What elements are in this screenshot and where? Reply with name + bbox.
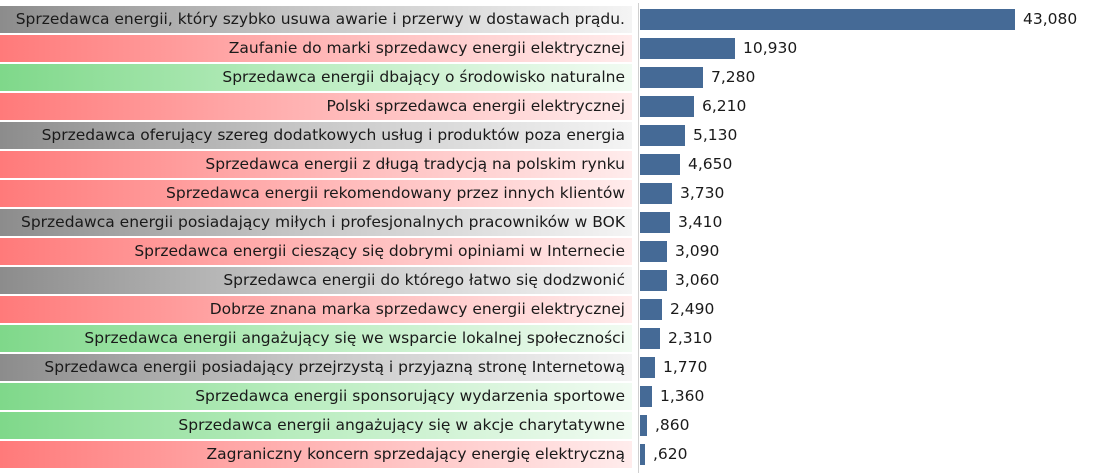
bar-row: Sprzedawca energii cieszący się dobrymi … <box>0 237 1096 266</box>
category-label: Sprzedawca energii sponsorujący wydarzen… <box>0 383 632 410</box>
value-label: 3,410 <box>678 213 723 231</box>
value-label: 2,310 <box>668 329 713 347</box>
category-label: Sprzedawca energii do którego łatwo się … <box>0 267 632 294</box>
bar <box>640 386 652 407</box>
bar-row: Sprzedawca energii angażujący się we wsp… <box>0 324 1096 353</box>
bar <box>640 212 670 233</box>
value-label: ,620 <box>653 445 688 463</box>
category-label: Sprzedawca energii cieszący się dobrymi … <box>0 238 632 265</box>
category-label: Zagraniczny koncern sprzedający energię … <box>0 441 632 468</box>
bar <box>640 9 1015 30</box>
value-label: 10,930 <box>743 39 798 57</box>
value-label: 5,130 <box>693 126 738 144</box>
bar-row: Sprzedawca energii, który szybko usuwa a… <box>0 5 1096 34</box>
value-label: 3,090 <box>675 242 720 260</box>
bar <box>640 38 735 59</box>
value-label: 43,080 <box>1023 10 1078 28</box>
bar <box>640 328 660 349</box>
category-label: Sprzedawca energii posiadający przejrzys… <box>0 354 632 381</box>
bar-row: Sprzedawca oferujący szereg dodatkowych … <box>0 121 1096 150</box>
category-label: Dobrze znana marka sprzedawcy energii el… <box>0 296 632 323</box>
bar <box>640 444 645 465</box>
bar-row: Sprzedawca energii z długą tradycją na p… <box>0 150 1096 179</box>
value-label: 3,730 <box>680 184 725 202</box>
bar-row: Sprzedawca energii do którego łatwo się … <box>0 266 1096 295</box>
bar-row: Sprzedawca energii rekomendowany przez i… <box>0 179 1096 208</box>
bar-row: Dobrze znana marka sprzedawcy energii el… <box>0 295 1096 324</box>
value-label: 1,770 <box>663 358 708 376</box>
bar <box>640 96 694 117</box>
bar-row: Sprzedawca energii posiadający miłych i … <box>0 208 1096 237</box>
category-label: Sprzedawca energii z długą tradycją na p… <box>0 151 632 178</box>
bar <box>640 415 647 436</box>
bar <box>640 183 672 204</box>
bar-row: Sprzedawca energii sponsorujący wydarzen… <box>0 382 1096 411</box>
bar <box>640 270 667 291</box>
value-label: 4,650 <box>688 155 733 173</box>
category-label: Sprzedawca energii angażujący się w akcj… <box>0 412 632 439</box>
bar <box>640 125 685 146</box>
category-label: Sprzedawca energii angażujący się we wsp… <box>0 325 632 352</box>
bar-row: Zaufanie do marki sprzedawcy energii ele… <box>0 34 1096 63</box>
bar <box>640 357 655 378</box>
bar <box>640 67 703 88</box>
value-label: 2,490 <box>670 300 715 318</box>
category-label: Polski sprzedawca energii elektrycznej <box>0 93 632 120</box>
value-label: 3,060 <box>675 271 720 289</box>
bar <box>640 241 667 262</box>
category-label: Sprzedawca energii posiadający miłych i … <box>0 209 632 236</box>
category-label: Zaufanie do marki sprzedawcy energii ele… <box>0 35 632 62</box>
category-label: Sprzedawca energii rekomendowany przez i… <box>0 180 632 207</box>
bar-row: Sprzedawca energii dbający o środowisko … <box>0 63 1096 92</box>
bar-row: Polski sprzedawca energii elektrycznej 6,… <box>0 92 1096 121</box>
category-label: Sprzedawca energii dbający o środowisko … <box>0 64 632 91</box>
category-axis-line <box>638 3 639 473</box>
category-label: Sprzedawca energii, który szybko usuwa a… <box>0 6 632 33</box>
bar-row: Sprzedawca energii angażujący się w akcj… <box>0 411 1096 440</box>
value-label: 6,210 <box>702 97 747 115</box>
bar-row: Zagraniczny koncern sprzedający energię … <box>0 440 1096 469</box>
bar <box>640 154 680 175</box>
category-label: Sprzedawca oferujący szereg dodatkowych … <box>0 122 632 149</box>
value-label: 1,360 <box>660 387 705 405</box>
bar-row: Sprzedawca energii posiadający przejrzys… <box>0 353 1096 382</box>
bar <box>640 299 662 320</box>
value-label: 7,280 <box>711 68 756 86</box>
value-label: ,860 <box>655 416 690 434</box>
